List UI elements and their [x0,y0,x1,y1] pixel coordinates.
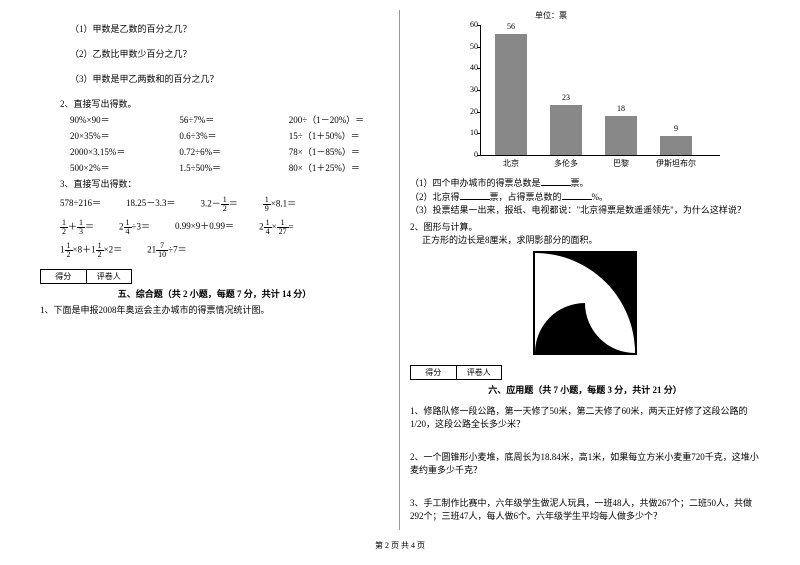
eq-row: 2000×3.15%＝0.72÷6%＝78×（1－85%）＝ [40,145,389,158]
chart-unit: 单位：票 [535,10,567,21]
eq-row: 112×8＋112×2＝ 21710÷7＝ [40,242,389,259]
section-6-title: 六、应用题（共 7 小题，每题 3 分，共计 21 分） [410,383,760,396]
eq-row: 578÷216＝18.25－3.3＝3.2－12＝19×8.1＝ [40,196,389,213]
section-5-q1: 1、下面是申报2008年奥运会主办城市的得票情况统计图。 [40,303,389,316]
question-1-3: （3）甲数是甲乙两数和的百分之几？ [70,72,389,85]
square-figure [533,251,637,355]
score-table: 得分 评卷人 [40,269,132,284]
eq-row: 500×2%＝1.5÷50%＝80×（1＋25%）＝ [40,161,389,174]
figure-q-title: 2、图形与计算。 [410,220,760,233]
app-q3: 3、手工制作比赛中，六年级学生做泥人玩具，一班48人，共做267个；二班50人，… [410,496,760,522]
question-1-1: （1）甲数是乙数的百分之几？ [70,22,389,35]
question-3-title: 3、直接写出得数： [40,177,389,190]
app-q2: 2、一个圆锥形小麦堆，底周长为18.84米，高1米，如果每立方米小麦重720千克… [410,450,760,476]
page-footer: 第 2 页 共 4 页 [0,540,800,551]
chart-q1: （1）四个申办城市的得票总数是票。 [410,175,760,189]
score-table: 得分 评卷人 [410,365,502,380]
chart-q3: （3）投票结果一出来，报纸、电视都说："北京得票是数遥遥领先"，为什么这样说？ [410,203,760,216]
question-1-2: （2）乙数比甲数少百分之几？ [70,47,389,60]
figure-q-text: 正方形的边长是8厘米，求阴影部分的面积。 [410,233,760,246]
app-q1: 1、修路队修一段公路，第一天修了50米，第二天修了60米，两天正好修了这段公路的… [410,404,760,430]
section-5-title: 五、综合题（共 2 小题，每题 7 分，共计 14 分） [40,287,389,300]
bar-chart: 单位：票 010203040506056北京23多伦多18巴黎9伊斯坦布尔 [445,10,725,175]
question-2-title: 2、直接写出得数。 [40,97,389,110]
eq-row: 12＋13＝ 214÷3＝ 0.99×9＋0.99＝ 214×127= [40,219,389,236]
chart-q2: （2）北京得票，占得票总数的%。 [410,189,760,203]
eq-row: 20×35%＝0.6÷3%＝15÷（1＋50%）＝ [40,129,389,142]
eq-row: 90%×90＝56÷7%＝200÷（1－20%）＝ [40,113,389,126]
